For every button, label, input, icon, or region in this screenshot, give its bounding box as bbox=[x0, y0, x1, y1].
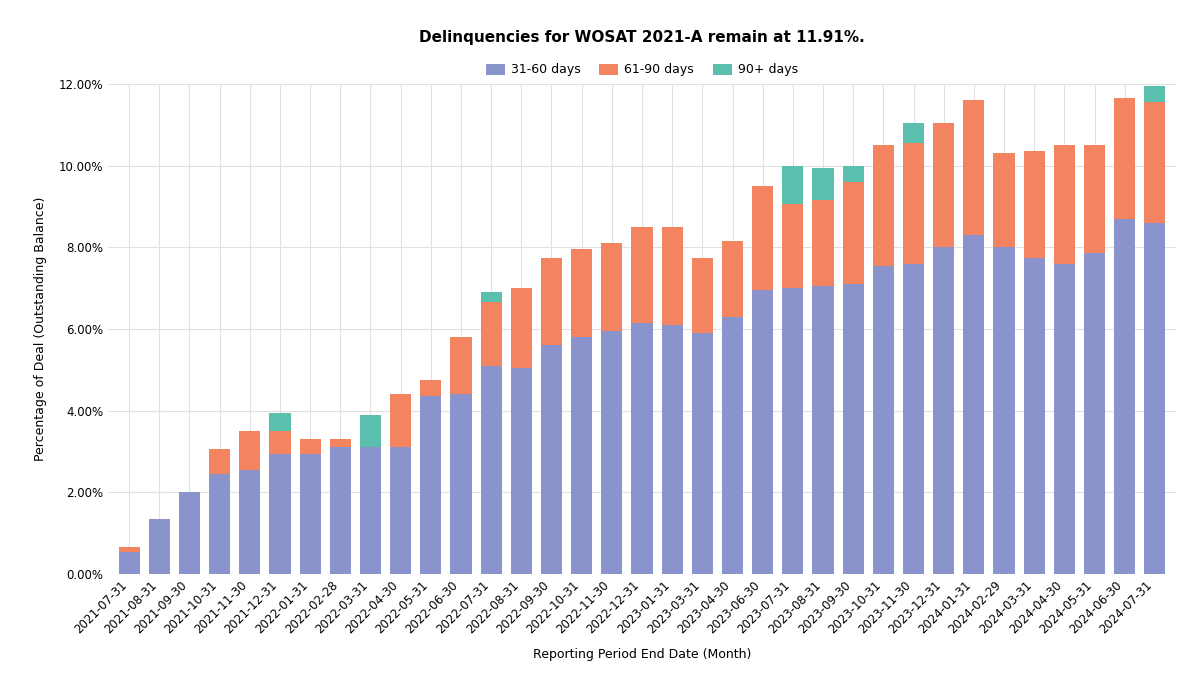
Bar bbox=[390, 447, 412, 574]
Bar bbox=[270, 454, 290, 574]
Bar bbox=[300, 440, 320, 454]
Bar bbox=[450, 394, 472, 574]
Bar bbox=[480, 365, 502, 574]
Bar bbox=[149, 519, 170, 574]
Bar bbox=[661, 227, 683, 325]
Bar bbox=[994, 247, 1014, 574]
Bar bbox=[239, 431, 260, 470]
Bar bbox=[330, 447, 350, 574]
Bar bbox=[964, 235, 984, 574]
Bar bbox=[691, 333, 713, 574]
Bar bbox=[1145, 223, 1165, 574]
Bar bbox=[601, 244, 623, 331]
Bar bbox=[360, 447, 382, 574]
Bar bbox=[752, 290, 773, 574]
Bar bbox=[934, 247, 954, 574]
Bar bbox=[541, 258, 562, 345]
Y-axis label: Percentage of Deal (Outstanding Balance): Percentage of Deal (Outstanding Balance) bbox=[35, 197, 48, 461]
Bar bbox=[541, 345, 562, 574]
Bar bbox=[872, 145, 894, 266]
Bar bbox=[1054, 145, 1075, 264]
Bar bbox=[1024, 258, 1045, 574]
Bar bbox=[1084, 145, 1105, 253]
Bar bbox=[1024, 151, 1045, 258]
Title: Delinquencies for WOSAT 2021-A remain at 11.91%.: Delinquencies for WOSAT 2021-A remain at… bbox=[419, 30, 865, 46]
Bar bbox=[270, 413, 290, 431]
Bar bbox=[420, 380, 442, 396]
Bar bbox=[480, 292, 502, 302]
Bar bbox=[782, 166, 804, 204]
Bar bbox=[209, 449, 230, 474]
Bar bbox=[119, 547, 139, 552]
Bar bbox=[300, 454, 320, 574]
Bar bbox=[270, 431, 290, 454]
Bar bbox=[480, 302, 502, 365]
Bar bbox=[691, 258, 713, 333]
Bar bbox=[1145, 86, 1165, 102]
Bar bbox=[1145, 102, 1165, 223]
Bar bbox=[842, 182, 864, 284]
Bar bbox=[872, 266, 894, 574]
Bar bbox=[902, 144, 924, 264]
Bar bbox=[571, 337, 593, 574]
Bar bbox=[964, 100, 984, 235]
Bar bbox=[1084, 253, 1105, 574]
Bar bbox=[994, 153, 1014, 247]
Bar bbox=[330, 440, 350, 447]
Bar bbox=[812, 286, 834, 574]
X-axis label: Reporting Period End Date (Month): Reporting Period End Date (Month) bbox=[533, 648, 751, 661]
Bar bbox=[119, 552, 139, 574]
Bar bbox=[631, 323, 653, 574]
Bar bbox=[360, 414, 382, 447]
Bar bbox=[752, 186, 773, 290]
Bar bbox=[390, 394, 412, 447]
Bar bbox=[571, 249, 593, 337]
Bar bbox=[450, 337, 472, 394]
Bar bbox=[812, 200, 834, 286]
Bar bbox=[1054, 264, 1075, 574]
Bar bbox=[239, 470, 260, 574]
Bar bbox=[179, 492, 200, 574]
Bar bbox=[812, 168, 834, 200]
Bar bbox=[601, 331, 623, 574]
Bar bbox=[934, 122, 954, 247]
Bar bbox=[782, 288, 804, 574]
Bar bbox=[420, 396, 442, 574]
Bar bbox=[842, 166, 864, 182]
Bar bbox=[1114, 98, 1135, 218]
Bar bbox=[661, 325, 683, 574]
Bar bbox=[511, 368, 532, 574]
Legend: 31-60 days, 61-90 days, 90+ days: 31-60 days, 61-90 days, 90+ days bbox=[481, 58, 803, 81]
Bar bbox=[902, 122, 924, 144]
Bar bbox=[902, 264, 924, 574]
Bar bbox=[511, 288, 532, 368]
Bar bbox=[722, 316, 743, 574]
Bar bbox=[209, 474, 230, 574]
Bar bbox=[1114, 218, 1135, 574]
Bar bbox=[631, 227, 653, 323]
Bar bbox=[782, 204, 804, 288]
Bar bbox=[722, 241, 743, 316]
Bar bbox=[842, 284, 864, 574]
